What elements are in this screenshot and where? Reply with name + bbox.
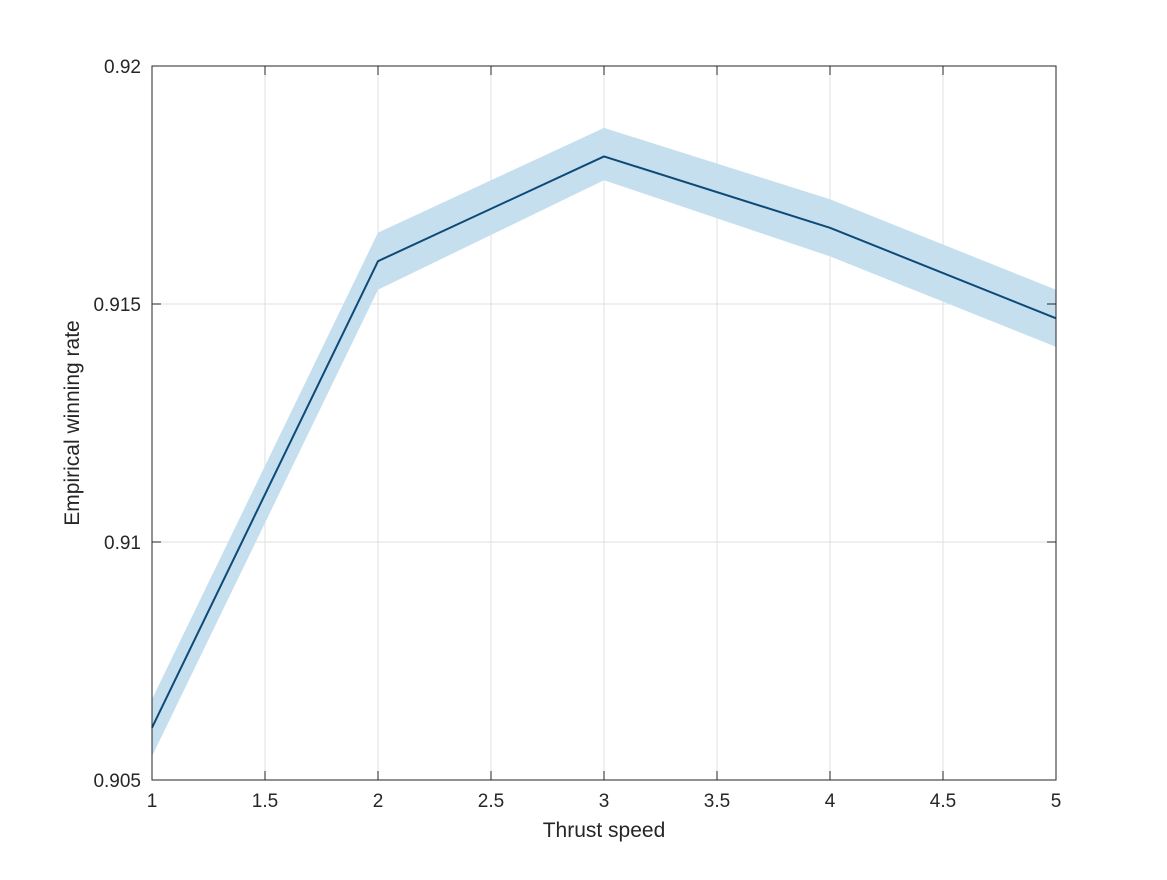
x-tick-label: 4 (825, 791, 836, 812)
x-tick-labels: 1 1.5 2 2.5 3 3.5 4 4.5 5 (147, 791, 1062, 812)
x-tick-label: 3.5 (704, 791, 730, 812)
x-tick-label: 5 (1051, 791, 1062, 812)
confidence-band (152, 127, 1056, 757)
y-tick-labels: 0.905 0.91 0.915 0.92 (93, 57, 141, 792)
axis-ticks (151, 65, 1057, 781)
x-tick-label: 1.5 (252, 791, 278, 812)
data-point (829, 227, 831, 229)
y-tick-label: 0.905 (93, 771, 141, 792)
y-tick-label: 0.91 (104, 533, 141, 554)
x-tick-label: 3 (599, 791, 610, 812)
x-tick-label: 1 (147, 791, 158, 812)
data-point (377, 260, 379, 262)
x-tick-label: 2 (373, 791, 384, 812)
y-axis-label: Empirical winning rate (61, 320, 84, 525)
confidence-bands (152, 127, 1056, 757)
x-tick-label: 2.5 (478, 791, 504, 812)
data-point (603, 155, 605, 157)
x-tick-label: 4.5 (930, 791, 956, 812)
x-axis-label: Thrust speed (543, 819, 666, 842)
y-tick-label: 0.915 (93, 295, 141, 316)
y-tick-label: 0.92 (104, 57, 141, 78)
